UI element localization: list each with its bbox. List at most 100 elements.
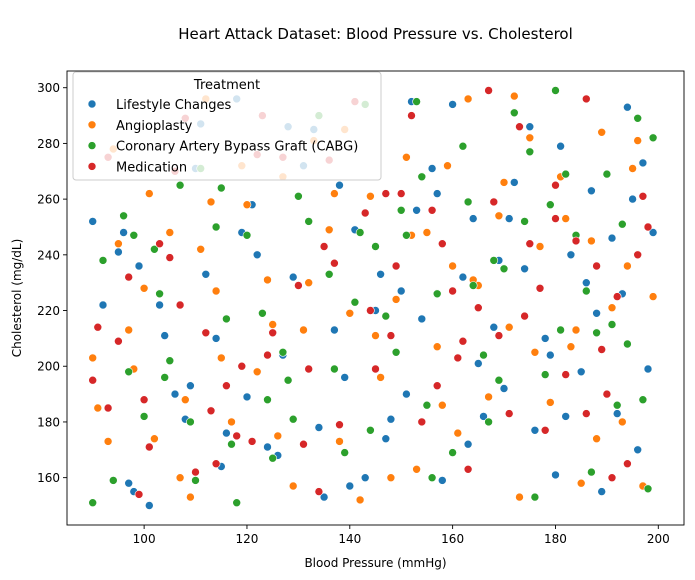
data-point [633, 250, 643, 260]
data-point [458, 272, 468, 282]
data-point [515, 492, 524, 502]
data-point [448, 100, 457, 109]
data-point [458, 336, 468, 346]
data-point [335, 437, 344, 446]
data-point [88, 217, 97, 226]
data-point [412, 97, 421, 106]
data-point [551, 470, 560, 480]
data-point [299, 439, 308, 449]
data-point [211, 286, 221, 296]
data-point [515, 122, 524, 131]
data-point [258, 308, 267, 318]
data-point [211, 459, 221, 469]
data-point [597, 345, 607, 354]
data-point [98, 300, 108, 310]
data-point [319, 492, 329, 502]
data-point [304, 278, 314, 288]
data-point [581, 278, 591, 288]
data-point [360, 208, 370, 218]
data-point [473, 359, 483, 368]
data-point [109, 476, 118, 485]
data-point [427, 164, 437, 173]
data-point [93, 403, 103, 413]
data-point [165, 356, 175, 366]
data-point [134, 490, 144, 499]
data-point [88, 375, 97, 385]
data-point [561, 370, 571, 379]
data-point [314, 423, 324, 432]
data-point [145, 501, 154, 510]
data-point [561, 169, 571, 179]
data-point [155, 300, 164, 310]
data-point [376, 269, 385, 279]
data-point [437, 239, 447, 248]
data-point [509, 178, 519, 187]
data-point [211, 222, 221, 232]
data-point [571, 325, 581, 335]
legend-label: Angioplasty [116, 119, 193, 134]
data-point [633, 114, 643, 123]
data-point [381, 434, 391, 444]
y-tick-label: 260 [37, 193, 60, 207]
data-point [540, 334, 550, 343]
data-point [355, 228, 365, 237]
data-point [504, 322, 514, 332]
data-point [206, 197, 216, 207]
data-point [602, 389, 612, 399]
data-point [263, 442, 272, 452]
data-point [612, 400, 622, 410]
data-point [587, 186, 596, 196]
data-point [412, 464, 421, 474]
data-point [268, 320, 278, 329]
data-point [643, 364, 653, 374]
data-point [376, 373, 385, 382]
data-point [160, 373, 169, 382]
data-point [252, 367, 262, 377]
data-point [463, 439, 473, 449]
data-point [623, 261, 632, 271]
data-point [114, 247, 123, 257]
data-point [479, 350, 488, 360]
data-point [494, 211, 504, 221]
data-point [201, 269, 211, 279]
data-point [561, 412, 571, 421]
series-group [88, 94, 658, 510]
data-point [525, 239, 535, 248]
data-point [643, 484, 653, 494]
data-point [509, 91, 519, 101]
data-point [227, 417, 236, 427]
data-point [283, 375, 293, 385]
data-point [319, 242, 329, 251]
data-point [463, 94, 473, 104]
data-point [340, 373, 350, 382]
data-point [612, 409, 622, 418]
data-point [273, 431, 283, 441]
data-point [155, 289, 164, 299]
data-point [396, 286, 406, 296]
data-point [448, 286, 457, 296]
data-point [576, 478, 586, 488]
data-point [186, 492, 195, 502]
data-point [324, 269, 334, 279]
data-point [396, 189, 406, 198]
data-point [617, 417, 627, 427]
data-point [443, 161, 452, 170]
data-point [366, 425, 375, 435]
data-point [93, 322, 103, 332]
data-point [648, 228, 658, 237]
data-point [422, 228, 432, 237]
data-point [437, 400, 447, 410]
data-point [160, 331, 169, 340]
data-point [150, 245, 159, 254]
data-point [304, 217, 314, 226]
data-point [551, 180, 560, 190]
data-point [134, 261, 144, 271]
data-point [355, 495, 365, 505]
data-point [612, 292, 622, 301]
data-point [124, 478, 133, 488]
data-point [638, 395, 648, 405]
data-point [628, 194, 637, 204]
chart-title: Heart Attack Dataset: Blood Pressure vs.… [178, 25, 573, 43]
data-point [484, 392, 493, 402]
data-point [432, 381, 442, 391]
